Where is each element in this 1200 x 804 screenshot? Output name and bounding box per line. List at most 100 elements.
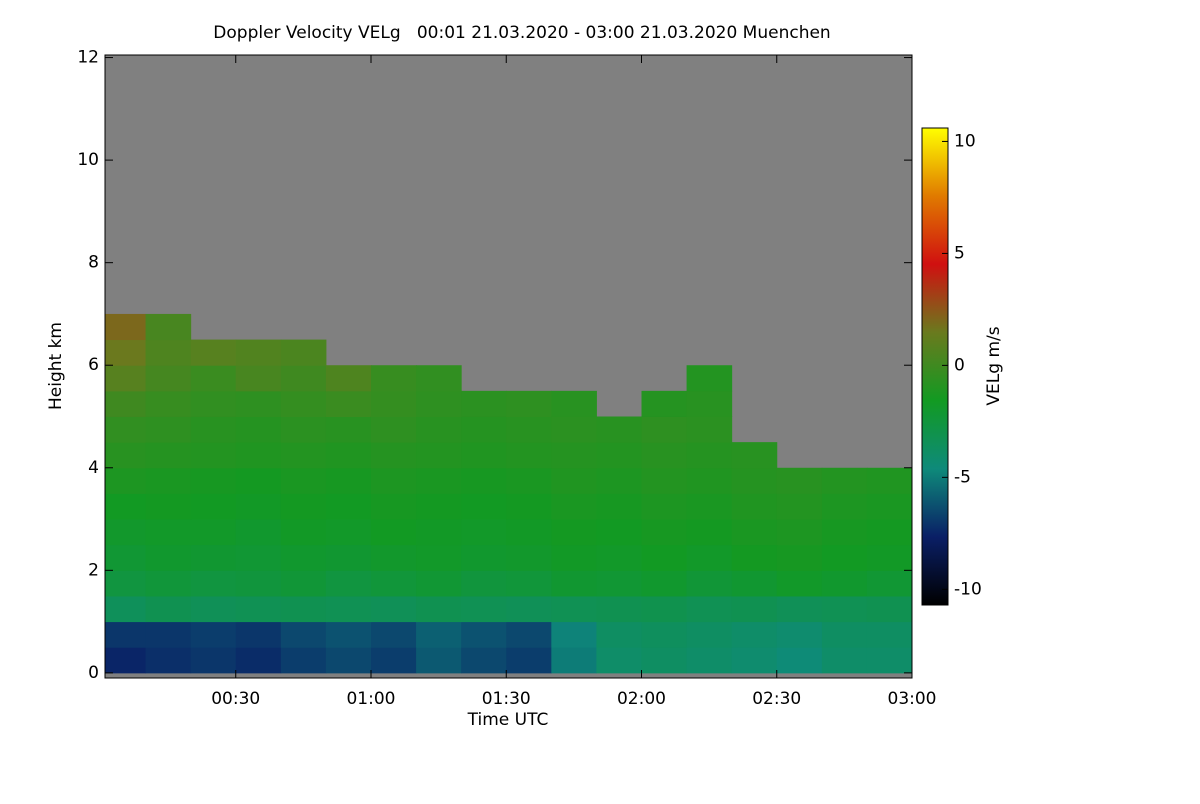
heatmap-cell [731, 621, 778, 648]
heatmap-cell [145, 647, 192, 674]
heatmap-cell [821, 595, 868, 623]
heatmap-cell [686, 467, 733, 494]
heatmap-cell [866, 519, 912, 546]
heatmap-cell [776, 544, 823, 571]
heatmap-cell [416, 390, 462, 417]
heatmap-cell [145, 544, 192, 571]
heatmap-cell [551, 595, 597, 623]
heatmap-cell [235, 365, 282, 392]
heatmap-cell [461, 595, 507, 623]
heatmap-cell [105, 595, 147, 623]
heatmap-cell [145, 570, 192, 597]
heatmap-cell [280, 365, 327, 392]
heatmap-cell [551, 390, 597, 417]
colorbar-label: VELg m/s [984, 326, 1004, 405]
heatmap-cell [190, 621, 237, 648]
heatmap-cell [235, 647, 282, 674]
heatmap-cell [461, 493, 507, 520]
heatmap-cell [145, 595, 192, 623]
heatmap-cell [461, 519, 507, 546]
chart-title: Doppler Velocity VELg 00:01 21.03.2020 -… [213, 23, 830, 43]
x-tick-label: 01:00 [346, 689, 395, 709]
heatmap-cell [145, 339, 192, 366]
heatmap-cell [461, 621, 507, 648]
heatmap-cell [551, 467, 597, 494]
heatmap-cell [506, 544, 552, 571]
heatmap-cell [105, 416, 147, 443]
heatmap-cell [506, 493, 552, 520]
heatmap-cell [145, 416, 192, 443]
heatmap-cell [416, 544, 462, 571]
heatmap-cell [325, 467, 372, 494]
heatmap-cell [280, 390, 327, 417]
heatmap-cell [596, 621, 642, 648]
heatmap-cell [325, 365, 372, 392]
heatmap-cell [416, 595, 462, 623]
colorbar-tick-label: -10 [954, 579, 982, 599]
heatmap-cell [596, 493, 642, 520]
heatmap-cell [416, 416, 462, 443]
heatmap-cell [641, 467, 688, 494]
heatmap-cell [370, 390, 417, 417]
heatmap-cell [776, 467, 823, 494]
heatmap-cell [145, 390, 192, 417]
heatmap-cell [551, 544, 597, 571]
heatmap-cell [596, 647, 642, 674]
heatmap-cell [145, 519, 192, 546]
heatmap-cell [641, 493, 688, 520]
heatmap-cell [821, 519, 868, 546]
heatmap-cell [686, 621, 733, 648]
heatmap-cell [461, 544, 507, 571]
plot-frame [104, 54, 913, 679]
heatmap-cell [325, 570, 372, 597]
heatmap-cell [105, 339, 147, 366]
heatmap-cell [370, 621, 417, 648]
heatmap-cell [235, 390, 282, 417]
heatmap-cell [866, 544, 912, 571]
heatmap-cell [280, 467, 327, 494]
heatmap-cell [280, 570, 327, 597]
heatmap-cell [776, 493, 823, 520]
heatmap-cell [866, 467, 912, 494]
heatmap-cell [641, 442, 688, 469]
heatmap-cell [235, 595, 282, 623]
heatmap-cell [105, 467, 147, 494]
heatmap-cell [235, 442, 282, 469]
heatmap-cell [325, 442, 372, 469]
heatmap-cell [821, 647, 868, 674]
heatmap-cell [280, 544, 327, 571]
heatmap-cell [776, 570, 823, 597]
heatmap-cell [190, 519, 237, 546]
heatmap-cell [370, 416, 417, 443]
heatmap-cell [461, 647, 507, 674]
heatmap-cell [686, 519, 733, 546]
y-tick-label: 12 [77, 48, 99, 68]
heatmap-cell [551, 416, 597, 443]
heatmap-cell [325, 595, 372, 623]
heatmap-cell [280, 647, 327, 674]
y-tick-label: 6 [88, 355, 99, 375]
heatmap-cell [416, 647, 462, 674]
heatmap-cell [190, 544, 237, 571]
heatmap-cell [686, 493, 733, 520]
heatmap-cell [731, 647, 778, 674]
heatmap-cell [866, 647, 912, 674]
heatmap-cell [551, 647, 597, 674]
heatmap-cell [731, 493, 778, 520]
heatmap-cell [641, 621, 688, 648]
heatmap-cell [776, 647, 823, 674]
heatmap-cell [506, 519, 552, 546]
y-tick-label: 4 [88, 458, 99, 478]
heatmap-cell [551, 519, 597, 546]
heatmap-cell [731, 570, 778, 597]
heatmap-cell [370, 467, 417, 494]
heatmap-cell [370, 647, 417, 674]
heatmap-cell [190, 595, 237, 623]
heatmap-cell [145, 467, 192, 494]
colorbar-tick-label: 10 [954, 131, 976, 151]
heatmap-cell [776, 519, 823, 546]
heatmap-cell [821, 544, 868, 571]
heatmap-cell [105, 647, 147, 674]
heatmap-cell [190, 339, 237, 366]
heatmap-cell [105, 390, 147, 417]
